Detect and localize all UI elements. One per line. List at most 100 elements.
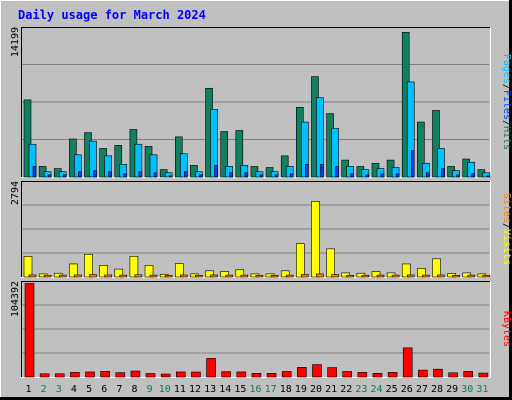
bar-files	[346, 166, 355, 178]
bar-sites	[104, 274, 112, 278]
x-tick-label: 3	[56, 384, 62, 395]
x-tick-label: 16	[249, 384, 261, 395]
bar-files	[179, 153, 188, 178]
bar-sites	[285, 274, 294, 278]
x-tick-label: 4	[71, 384, 77, 395]
x-tick-label: 27	[416, 384, 428, 395]
bar-pages	[229, 172, 233, 178]
bar-visits	[99, 265, 108, 278]
bar-pages	[426, 172, 430, 178]
legend-kbytes-label-0: KBytes	[501, 311, 512, 347]
bar-pages	[320, 164, 324, 178]
bar-kbytes	[266, 373, 277, 378]
bar-pages	[32, 166, 37, 178]
bar-kbytes	[357, 372, 368, 378]
bar-pages	[123, 173, 128, 178]
bar-files	[452, 170, 460, 178]
panel-kbytes: 104392 KBytes	[10, 281, 512, 378]
bar-kbytes	[115, 372, 126, 378]
x-tick-label: 8	[131, 384, 137, 395]
bar-kbytes	[175, 371, 186, 378]
bar-visits	[311, 201, 320, 278]
bar-visits	[144, 265, 154, 278]
x-tick-label: 22	[340, 384, 352, 395]
chart-title: Daily usage for March 2024	[18, 8, 206, 22]
bar-kbytes	[327, 367, 337, 378]
bar-sites	[316, 273, 324, 278]
bar-visits	[371, 271, 381, 278]
bar-files	[406, 81, 415, 178]
bar-pages	[289, 173, 294, 178]
bar-files	[74, 154, 82, 178]
bar-pages	[78, 171, 82, 178]
x-tick-label: 1	[26, 384, 32, 395]
bar-kbytes	[478, 372, 489, 378]
bar-pages	[410, 150, 415, 178]
bar-kbytes	[387, 372, 398, 378]
panel-kbytes-legend: KBytes	[501, 311, 512, 347]
bar-sites	[301, 274, 309, 278]
bar-pages	[305, 164, 309, 178]
bar-kbytes	[297, 367, 307, 378]
bar-files	[255, 171, 264, 178]
panel-hits-ymax-label: 14199	[10, 27, 21, 57]
x-tick-label: 24	[371, 384, 383, 395]
legend-hits-label-1: /	[501, 84, 512, 90]
bar-files	[28, 143, 37, 178]
bar-sites	[376, 274, 385, 278]
bar-pages	[471, 173, 476, 178]
bar-kbytes	[418, 369, 428, 378]
bar-sites	[255, 274, 264, 278]
bar-sites	[467, 274, 476, 278]
bar-sites	[346, 274, 355, 278]
bar-visits	[114, 268, 124, 278]
bar-files	[58, 171, 67, 178]
bar-sites	[240, 274, 249, 278]
bar-sites	[134, 274, 143, 278]
x-tick-label: 15	[234, 384, 246, 395]
bar-sites	[89, 274, 97, 278]
bar-files	[43, 171, 52, 178]
x-tick-label: 11	[174, 384, 186, 395]
bar-kbytes	[54, 373, 65, 378]
bar-kbytes	[251, 373, 262, 378]
bar-hits	[417, 121, 425, 178]
bar-sites	[482, 274, 491, 278]
bar-sites	[58, 274, 67, 278]
bar-pages	[441, 168, 445, 178]
bar-sites	[452, 274, 460, 278]
bar-files	[316, 97, 324, 178]
legend-visits-label-1: /	[501, 223, 512, 229]
bar-files	[195, 171, 203, 178]
bar-pages	[244, 172, 249, 178]
x-tick-label: 6	[101, 384, 107, 395]
bar-kbytes	[130, 370, 141, 378]
bar-kbytes	[221, 371, 231, 378]
bar-visits	[84, 254, 93, 278]
x-tick-label: 25	[386, 384, 398, 395]
bar-visits	[69, 263, 78, 278]
bar-kbytes	[463, 371, 474, 378]
bar-kbytes	[206, 358, 216, 378]
bar-kbytes	[160, 373, 171, 378]
bar-files	[482, 172, 491, 178]
legend-hits-label-4: Hits	[501, 126, 512, 150]
legend-visits-label-0: Sites	[501, 193, 512, 223]
bar-hits	[114, 145, 123, 178]
x-tick-label: 2	[41, 384, 47, 395]
bar-pages	[456, 174, 460, 178]
bar-sites	[28, 274, 37, 278]
bar-sites	[119, 274, 128, 278]
bar-sites	[195, 274, 203, 278]
bar-sites	[164, 275, 173, 278]
bar-kbytes	[372, 373, 383, 378]
bar-pages	[183, 171, 188, 178]
bar-visits	[280, 270, 290, 278]
bar-files	[119, 164, 128, 178]
panel-kbytes-ymax-label: 104392	[10, 281, 21, 317]
bar-kbytes	[448, 372, 458, 378]
x-tick-label: 29	[446, 384, 458, 395]
bar-files	[301, 121, 309, 178]
bar-kbytes	[85, 371, 95, 378]
